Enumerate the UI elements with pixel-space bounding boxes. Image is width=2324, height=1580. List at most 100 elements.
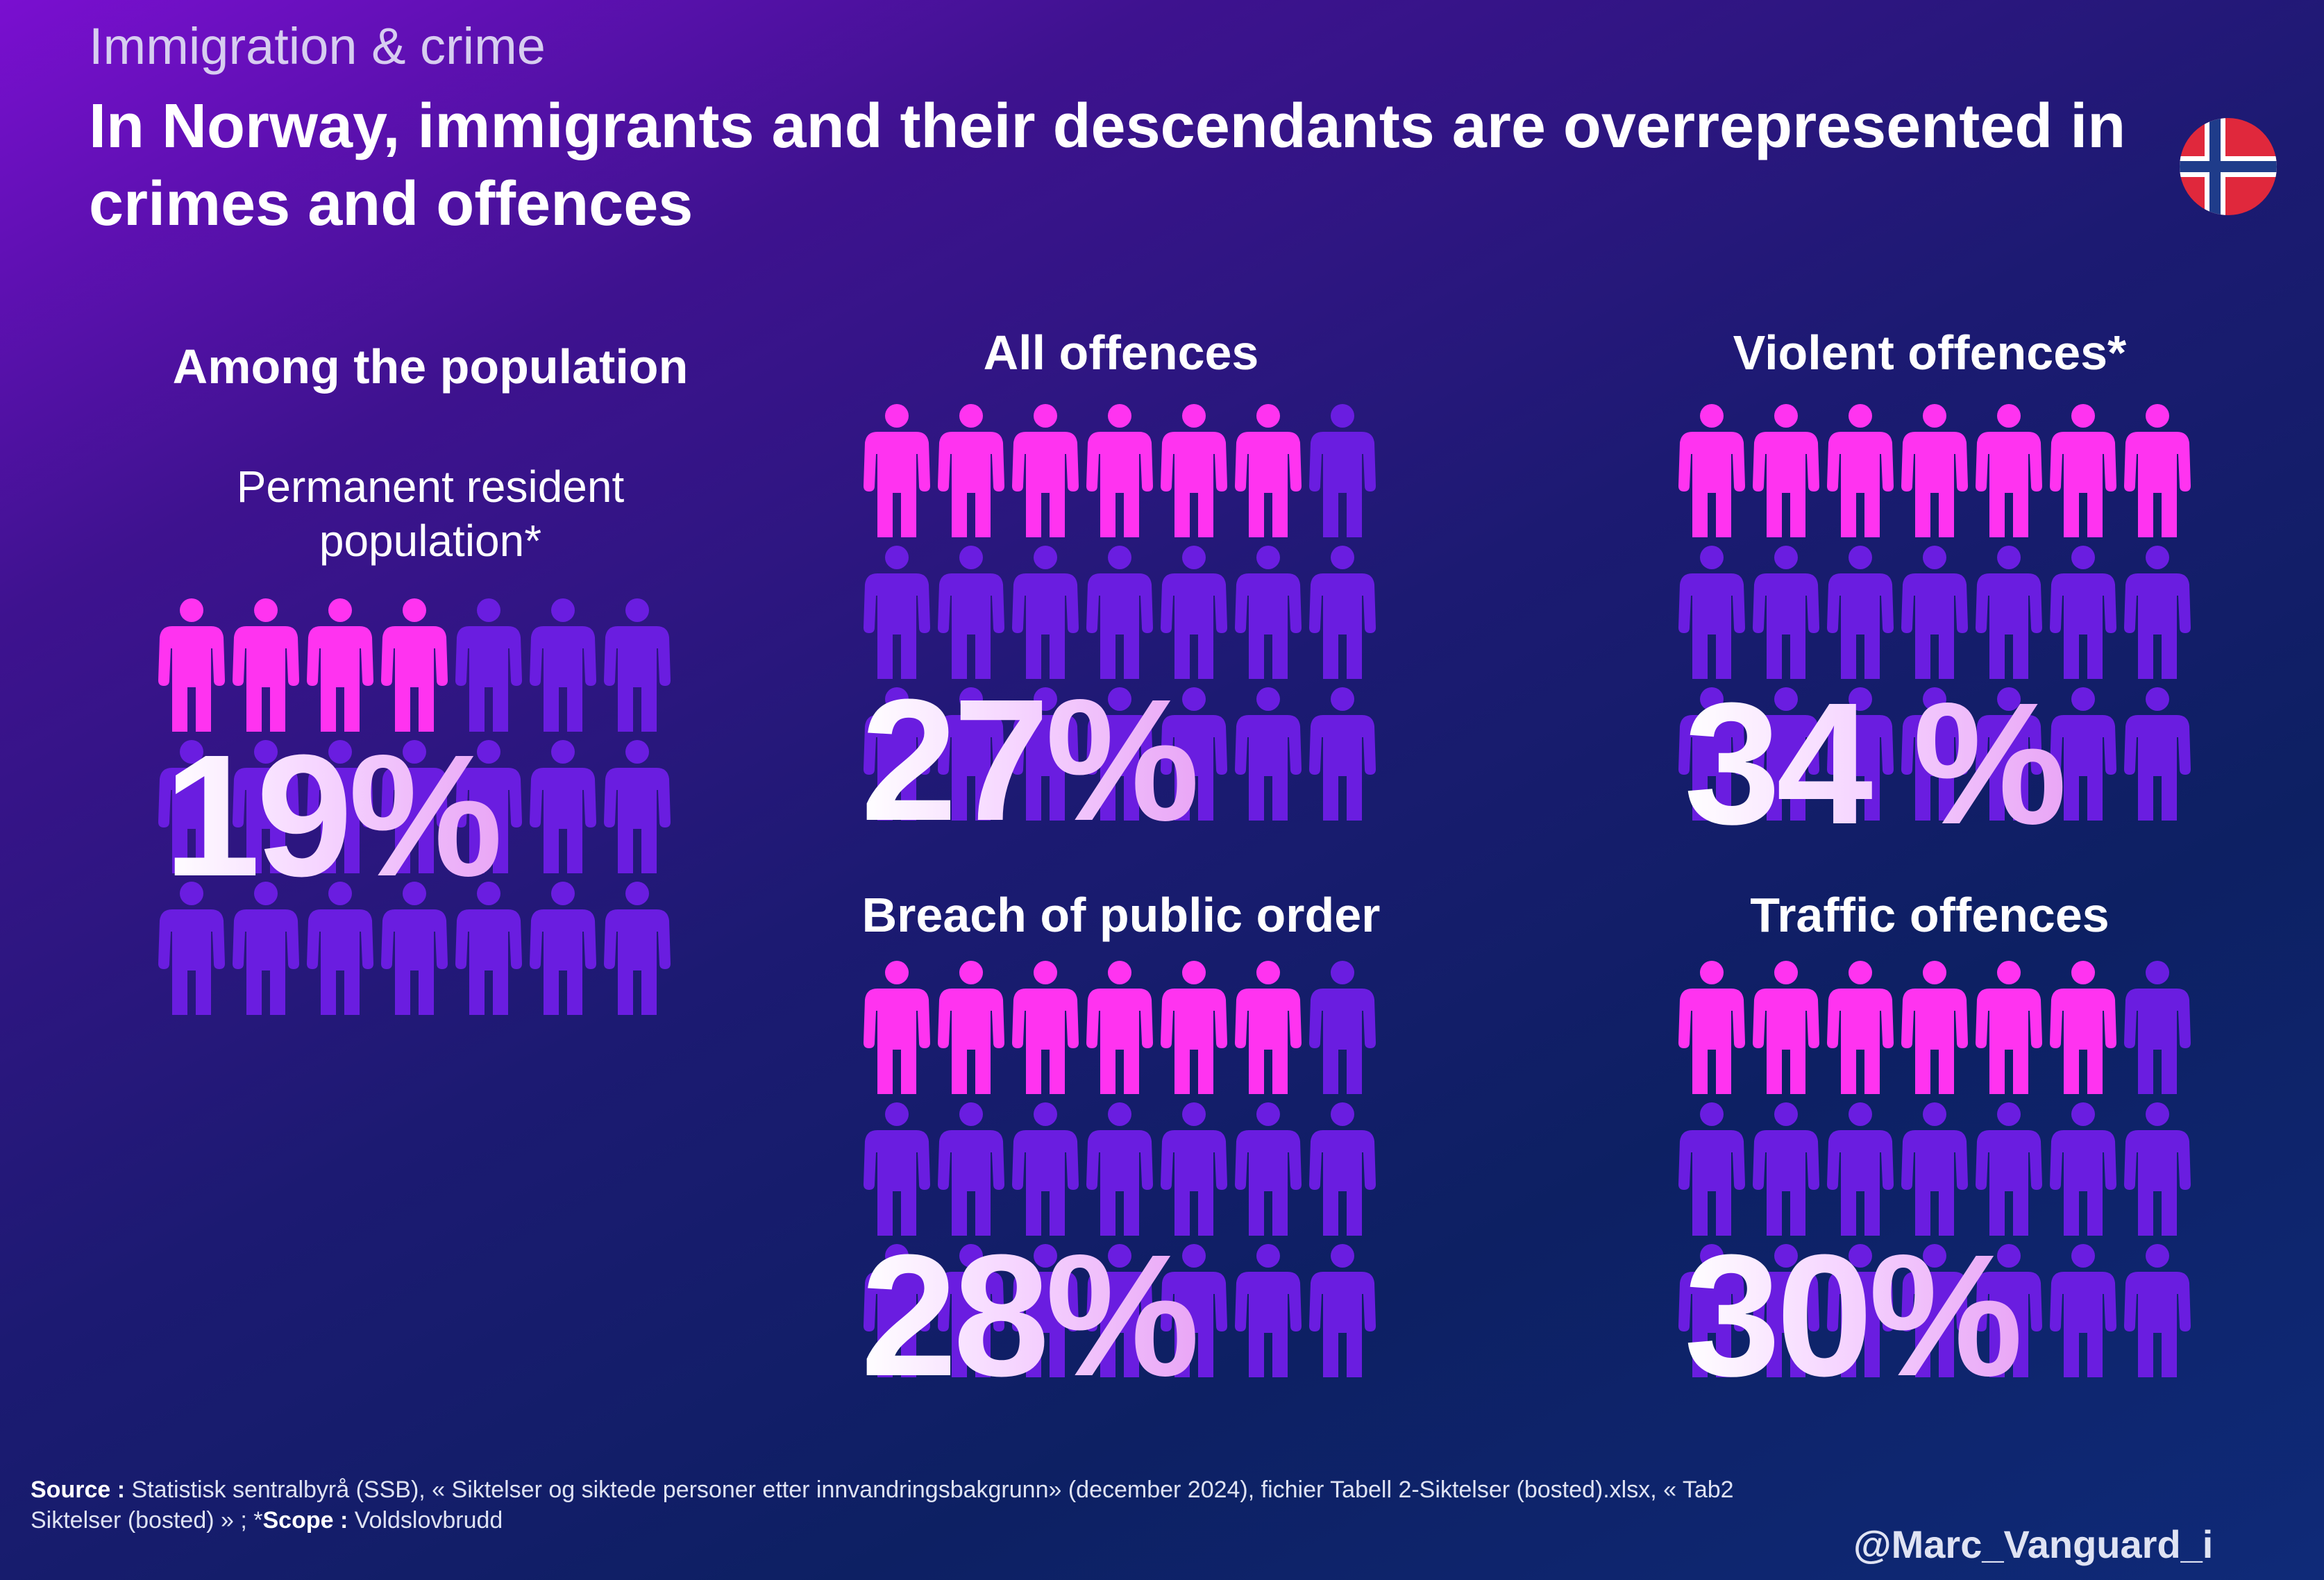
person-figure <box>2050 546 2116 679</box>
person-figure <box>158 882 225 1015</box>
person-figure <box>1753 687 1819 821</box>
person-figure <box>604 882 671 1015</box>
person-figure <box>1678 546 1745 679</box>
person-figure-highlighted <box>1753 404 1819 537</box>
person-figure <box>938 1102 1004 1236</box>
person-figure <box>158 740 225 873</box>
person-figure-highlighted <box>307 598 373 732</box>
person-figure <box>2124 546 2191 679</box>
person-figure <box>381 740 448 873</box>
person-figure-highlighted <box>1235 961 1302 1094</box>
person-figure-highlighted <box>1678 404 1745 537</box>
person-figure <box>1235 546 1302 679</box>
person-figure-highlighted <box>1678 961 1745 1094</box>
person-figure <box>1161 1244 1227 1377</box>
person-figure <box>1086 687 1153 821</box>
person-figure-highlighted <box>1012 404 1079 537</box>
person-figure <box>1012 1244 1079 1377</box>
person-figure-highlighted <box>864 404 930 537</box>
person-figure <box>1678 1102 1745 1236</box>
percent-label-population: 19% <box>164 718 503 912</box>
person-figure-highlighted <box>938 961 1004 1094</box>
person-figure <box>2124 1244 2191 1377</box>
person-figure <box>938 546 1004 679</box>
person-figure <box>1678 1244 1745 1377</box>
person-figure <box>1309 404 1376 537</box>
person-figure-highlighted <box>1235 404 1302 537</box>
person-figure <box>1309 546 1376 679</box>
pictogram-violent-offences <box>1678 404 2191 821</box>
person-figure-highlighted <box>381 598 448 732</box>
person-figure <box>1901 1102 1968 1236</box>
person-figure <box>1012 546 1079 679</box>
supertitle: Immigration & crime <box>89 17 546 75</box>
panel-title-all-offences: All offences <box>983 326 1259 380</box>
person-figure <box>1976 1244 2042 1377</box>
person-figure <box>1827 1102 1894 1236</box>
source-text: Statistisk sentralbyrå (SSB), « Siktelse… <box>31 1477 1734 1533</box>
source-label: Source : <box>31 1477 126 1503</box>
person-figure-highlighted <box>1086 404 1153 537</box>
person-figure <box>1235 687 1302 821</box>
person-figure <box>1901 1244 1968 1377</box>
person-figure-highlighted <box>158 598 225 732</box>
person-figure-highlighted <box>1901 404 1968 537</box>
person-figure <box>2050 687 2116 821</box>
person-figure <box>864 1102 930 1236</box>
person-figure <box>604 598 671 732</box>
person-figure <box>1086 1244 1153 1377</box>
person-figure-highlighted <box>1976 404 2042 537</box>
person-figure-highlighted <box>1827 961 1894 1094</box>
source-note: Source : Statistisk sentralbyrå (SSB), «… <box>31 1474 1766 1536</box>
person-figure <box>1235 1102 1302 1236</box>
person-figure <box>2050 1244 2116 1377</box>
person-figure-highlighted <box>1161 404 1227 537</box>
person-figure <box>1012 687 1079 821</box>
person-figure <box>864 1244 930 1377</box>
person-figure <box>604 740 671 873</box>
panel-title-traffic-offences: Traffic offences <box>1750 888 2110 942</box>
person-figure-highlighted <box>1161 961 1227 1094</box>
person-figure <box>455 882 522 1015</box>
person-figure <box>1161 1102 1227 1236</box>
person-figure <box>1235 1244 1302 1377</box>
person-figure <box>233 882 299 1015</box>
person-figure <box>1309 1244 1376 1377</box>
person-figure <box>1678 687 1745 821</box>
panel-title-breach-public-order: Breach of public order <box>861 888 1381 942</box>
person-figure-highlighted <box>2124 404 2191 537</box>
person-figure <box>530 740 596 873</box>
pictogram-population <box>158 598 671 1015</box>
author-handle: @Marc_Vanguard_i <box>1853 1522 2214 1566</box>
panel-title-violent-offences: Violent offences* <box>1733 326 2127 380</box>
person-figure <box>2050 1102 2116 1236</box>
person-figure <box>381 882 448 1015</box>
person-figure <box>307 882 373 1015</box>
person-figure <box>530 882 596 1015</box>
person-figure-highlighted <box>1827 404 1894 537</box>
person-figure <box>1753 1244 1819 1377</box>
person-figure <box>1976 687 2042 821</box>
panel-title-population: Among the population <box>172 339 689 394</box>
person-figure <box>455 598 522 732</box>
person-figure-highlighted <box>2050 961 2116 1094</box>
person-figure <box>1827 546 1894 679</box>
person-figure <box>2124 1102 2191 1236</box>
person-figure <box>530 598 596 732</box>
person-figure <box>864 687 930 821</box>
person-figure <box>1309 1102 1376 1236</box>
person-figure-highlighted <box>938 404 1004 537</box>
person-figure <box>1976 546 2042 679</box>
person-figure <box>938 1244 1004 1377</box>
person-figure <box>1309 961 1376 1094</box>
percent-label-all-offences: 27% <box>861 663 1199 857</box>
person-figure <box>1161 546 1227 679</box>
person-figure <box>2124 687 2191 821</box>
person-figure <box>1309 687 1376 821</box>
person-figure <box>1976 1102 2042 1236</box>
person-figure-highlighted <box>1976 961 2042 1094</box>
person-figure-highlighted <box>1753 961 1819 1094</box>
norway-flag-icon <box>2180 118 2277 215</box>
person-figure-highlighted <box>864 961 930 1094</box>
page-title: In Norway, immigrants and their descenda… <box>89 92 2126 239</box>
